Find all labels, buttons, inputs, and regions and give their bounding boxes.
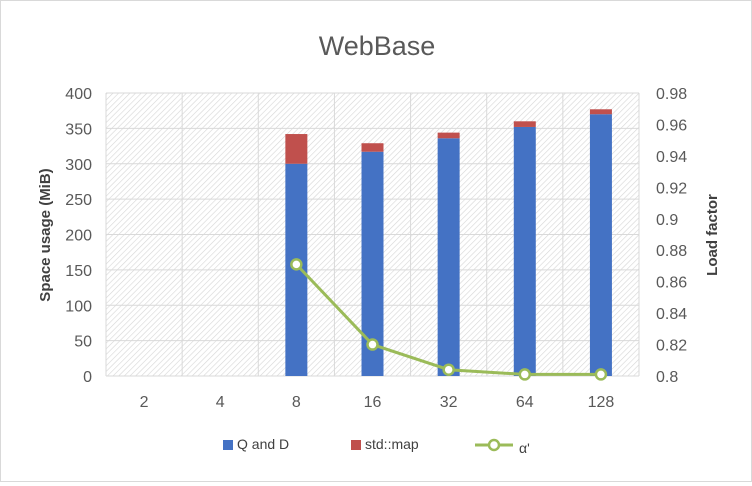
- point-alpha: [442, 363, 455, 376]
- category-axis-ticks: 2 4 8 16 32 64 128: [140, 394, 615, 411]
- y-tick-label: 50: [74, 334, 92, 351]
- y-tick-label: 250: [65, 192, 92, 209]
- legend-marker-alpha: [487, 438, 501, 452]
- y2-tick-label: 0.8: [656, 369, 678, 386]
- y-tick-label: 100: [65, 298, 92, 315]
- y2-tick-label: 0.82: [656, 338, 687, 355]
- legend-swatch-std-map: [351, 440, 361, 450]
- y-tick-label: 0: [83, 369, 92, 386]
- left-axis-ticks: 0 50 100 150 200 250 300 350 400: [65, 86, 92, 386]
- y2-tick-label: 0.94: [656, 149, 687, 166]
- y2-tick-label: 0.9: [656, 212, 678, 229]
- y-tick-label: 150: [65, 263, 92, 280]
- y2-tick-label: 0.96: [656, 117, 687, 134]
- x-tick-label: 32: [440, 394, 458, 411]
- legend-label-std-map: std::map: [365, 436, 419, 452]
- bar-q-and-d: [437, 138, 460, 376]
- y-tick-label: 350: [65, 121, 92, 138]
- legend: Q and D std::map α': [223, 436, 530, 456]
- load-factor-line: [290, 258, 608, 381]
- bar-std-map: [361, 143, 384, 152]
- y2-axis-title: Load factor: [704, 194, 721, 276]
- x-tick-label: 128: [588, 394, 615, 411]
- bar-q-and-d: [361, 151, 384, 376]
- y2-tick-label: 0.88: [656, 243, 687, 260]
- bar-std-map: [437, 132, 460, 139]
- y2-tick-label: 0.86: [656, 275, 687, 292]
- y-axis-title: Space usage (MiB): [37, 168, 54, 301]
- y2-tick-label: 0.92: [656, 180, 687, 197]
- point-alpha: [594, 368, 608, 381]
- bar-std-map: [285, 134, 308, 164]
- y-tick-label: 300: [65, 157, 92, 174]
- y2-tick-label: 0.98: [656, 86, 687, 103]
- point-alpha: [290, 258, 303, 271]
- y2-tick-label: 0.84: [656, 306, 687, 323]
- bar-q-and-d: [589, 114, 612, 376]
- bar-q-and-d: [513, 126, 536, 377]
- x-tick-label: 2: [140, 394, 149, 411]
- point-alpha: [518, 368, 532, 381]
- x-tick-label: 4: [216, 394, 225, 411]
- legend-label-q-and-d: Q and D: [237, 436, 289, 452]
- point-alpha: [366, 338, 379, 351]
- bar-std-map: [589, 109, 612, 115]
- bar-std-map: [513, 121, 536, 127]
- x-tick-label: 16: [364, 394, 382, 411]
- x-tick-label: 8: [292, 394, 301, 411]
- x-tick-label: 64: [516, 394, 534, 411]
- legend-label-alpha: α': [519, 440, 530, 456]
- chart-title: WebBase: [319, 31, 436, 61]
- right-axis-ticks: 0.8 0.82 0.84 0.86 0.88 0.9 0.92 0.94 0.96 0.98: [656, 86, 687, 386]
- y-tick-label: 400: [65, 86, 92, 103]
- legend-swatch-q-and-d: [223, 440, 233, 450]
- y-tick-label: 200: [65, 228, 92, 245]
